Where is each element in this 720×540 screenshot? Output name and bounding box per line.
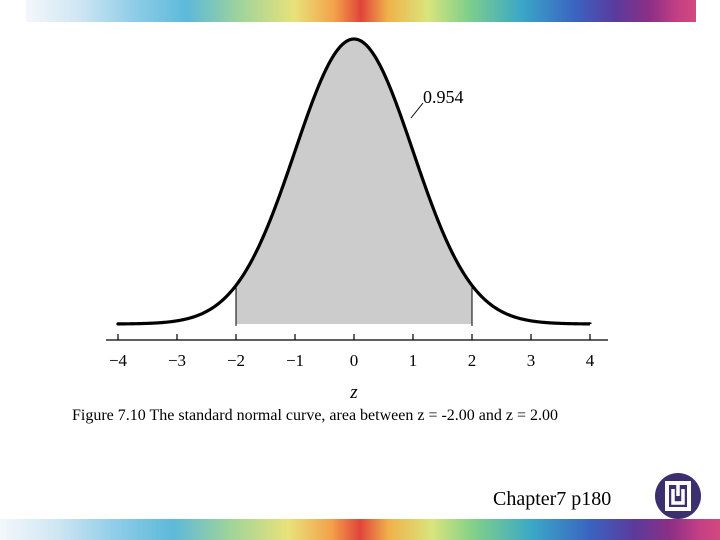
x-tick-label: −1 (286, 351, 304, 370)
normal-curve-line (116, 37, 592, 326)
x-tick-label: 0 (350, 351, 359, 370)
area-annotation-label: 0.954 (423, 87, 464, 107)
chapter-page-label: Chapter7 p180 (493, 488, 612, 510)
x-tick-label: 2 (468, 351, 477, 370)
annotation-leader-line (410, 102, 424, 119)
bottom-gradient-strip (0, 519, 720, 540)
institution-logo-icon (655, 473, 701, 519)
x-tick-label: 1 (409, 351, 418, 370)
x-tick-label: −3 (168, 351, 186, 370)
x-tick-label: 4 (586, 351, 595, 370)
x-tick-label: −4 (109, 351, 128, 370)
top-decorative-band (0, 0, 720, 22)
x-tick-label: −2 (227, 351, 245, 370)
bottom-decorative-band (0, 519, 720, 540)
top-gradient-strip (26, 0, 696, 22)
x-tick-label: 3 (527, 351, 536, 370)
shaded-area (236, 39, 472, 324)
x-axis-label: z (349, 382, 358, 403)
figure-caption: Figure 7.10 The standard normal curve, a… (72, 407, 559, 424)
